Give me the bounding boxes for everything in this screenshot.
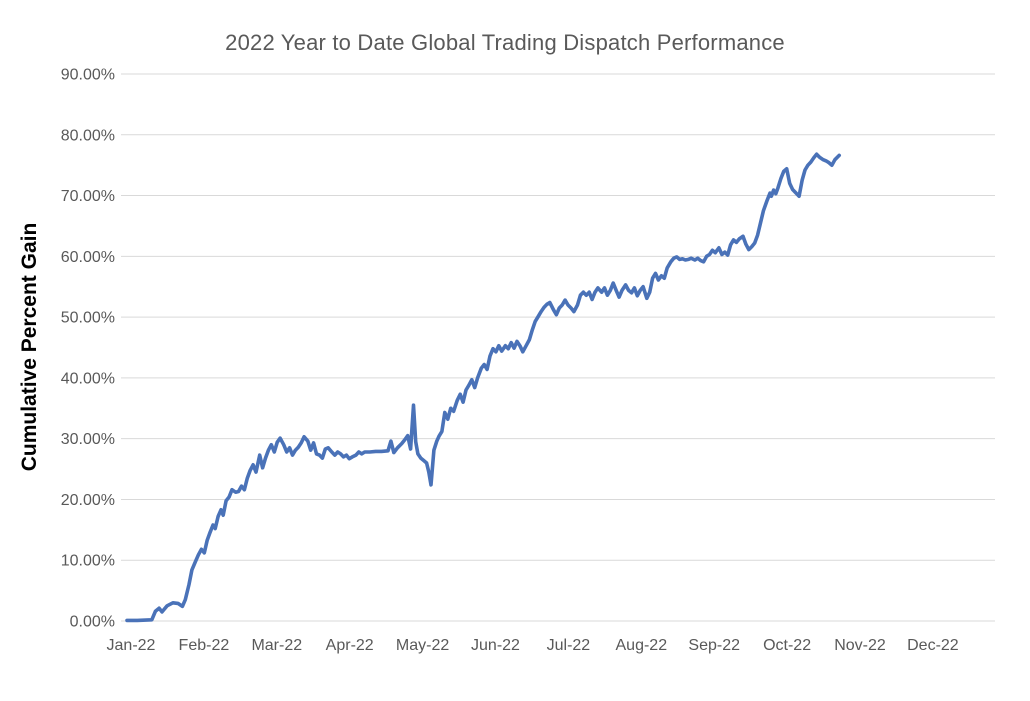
y-tick-label: 80.00% bbox=[61, 127, 115, 144]
x-tick-label: Jun-22 bbox=[471, 637, 520, 654]
x-tick-label: Oct-22 bbox=[763, 637, 811, 654]
x-tick-label: Nov-22 bbox=[834, 637, 886, 654]
x-tick-label: Jan-22 bbox=[107, 637, 156, 654]
y-tick-label: 0.00% bbox=[70, 614, 115, 631]
x-tick-label: Jul-22 bbox=[547, 637, 591, 654]
x-tick-label: Dec-22 bbox=[907, 637, 959, 654]
x-tick-label: Sep-22 bbox=[688, 637, 740, 654]
x-tick-label: Aug-22 bbox=[616, 637, 668, 654]
x-tick-label: May-22 bbox=[396, 637, 449, 654]
y-tick-label: 50.00% bbox=[61, 310, 115, 327]
x-tick-label: Apr-22 bbox=[326, 637, 374, 654]
y-tick-label: 60.00% bbox=[61, 249, 115, 266]
y-tick-label: 10.00% bbox=[61, 553, 115, 570]
x-tick-label: Mar-22 bbox=[251, 637, 302, 654]
chart-title: 2022 Year to Date Global Trading Dispatc… bbox=[225, 30, 785, 55]
y-tick-label: 70.00% bbox=[61, 188, 115, 205]
y-tick-label: 90.00% bbox=[61, 67, 115, 84]
y-tick-label: 20.00% bbox=[61, 492, 115, 509]
y-tick-label: 40.00% bbox=[61, 370, 115, 387]
x-tick-label: Feb-22 bbox=[179, 637, 230, 654]
cumulative-gain-line bbox=[125, 152, 842, 623]
y-tick-label: 30.00% bbox=[61, 431, 115, 448]
